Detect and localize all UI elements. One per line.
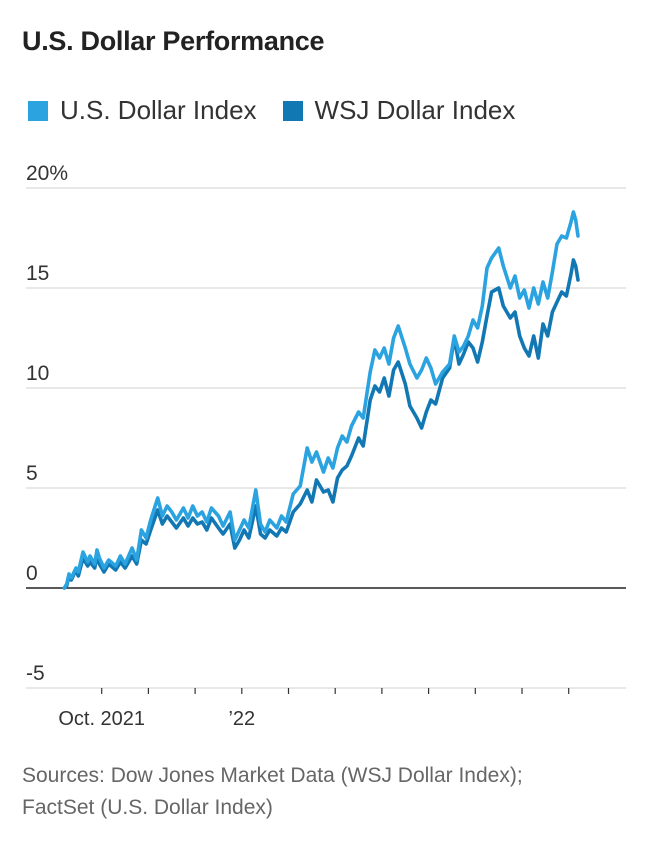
legend-swatch-wsj-dollar-index xyxy=(282,100,303,121)
y-tick-label: 20% xyxy=(26,162,68,185)
y-tick-label: 15 xyxy=(26,262,49,285)
source-line-1: Sources: Dow Jones Market Data (WSJ Doll… xyxy=(22,764,523,787)
legend-item-wsj-dollar-index: WSJ Dollar Index xyxy=(282,95,516,126)
legend: U.S. Dollar Index WSJ Dollar Index xyxy=(28,95,541,126)
x-tick-label: ’22 xyxy=(228,708,255,730)
source-note: Sources: Dow Jones Market Data (WSJ Doll… xyxy=(22,760,642,824)
y-tick-label: 5 xyxy=(26,462,38,485)
series-line-wsj-dollar-index xyxy=(62,258,580,590)
legend-label-us-dollar-index: U.S. Dollar Index xyxy=(60,95,257,125)
y-tick-label: 0 xyxy=(26,562,38,585)
y-tick-label: 10 xyxy=(26,362,49,385)
x-tick-label: Oct. 2021 xyxy=(58,708,145,730)
legend-label-wsj-dollar-index: WSJ Dollar Index xyxy=(314,95,516,125)
source-line-2: FactSet (U.S. Dollar Index) xyxy=(22,796,273,819)
chart-title: U.S. Dollar Performance xyxy=(22,26,325,56)
line-chart: 20% 15 10 5 0 -5 Oct. 2021 ’22 xyxy=(26,162,626,730)
y-tick-label: -5 xyxy=(26,662,45,685)
series-line-u-s-dollar-index xyxy=(62,210,580,590)
legend-item-us-dollar-index: U.S. Dollar Index xyxy=(28,95,257,126)
legend-swatch-us-dollar-index xyxy=(28,100,48,121)
